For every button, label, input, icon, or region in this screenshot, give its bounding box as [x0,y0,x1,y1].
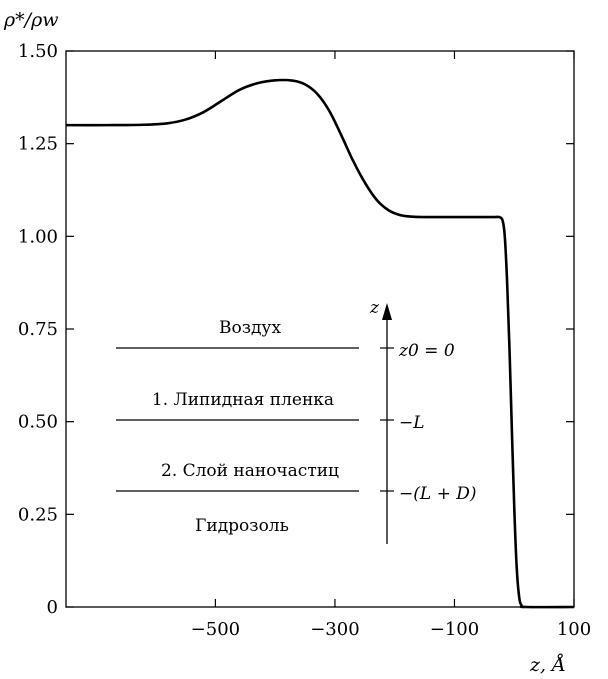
y-tick-label: 1.50 [18,41,58,62]
x-tick-label: −100 [430,619,479,640]
x-tick-label: 100 [557,619,591,640]
x-tick-label: −300 [310,619,359,640]
z-mark-L: −L [399,413,425,433]
z-axis-letter: z [369,298,380,318]
label-nano: 2. Слой наночастиц [161,461,339,481]
y-axis-label: ρ*/ρw [3,9,59,31]
label-hydrosol: Гидрозоль [195,516,289,536]
layer-diagram: Воздух 1. Липидная пленка 2. Слой наноча… [116,298,476,544]
y-tick-label: 0.50 [18,412,58,433]
label-air: Воздух [219,318,281,338]
plot-frame [65,50,575,608]
x-axis-label: z, Å [529,654,566,676]
z-axis-arrow-icon [382,303,392,320]
x-tick-label: −500 [191,619,240,640]
density-curve [65,78,575,609]
y-tick-label: 0 [47,597,58,618]
label-lipid: 1. Липидная пленка [152,390,334,410]
y-tick-label: 0.25 [18,504,58,525]
y-tick-label: 1.25 [18,134,58,155]
y-tick-label: 1.00 [18,226,58,247]
z-mark-z0: z0 = 0 [398,341,455,361]
z-mark-LD: −(L + D) [399,484,476,504]
y-tick-label: 0.75 [18,319,58,340]
